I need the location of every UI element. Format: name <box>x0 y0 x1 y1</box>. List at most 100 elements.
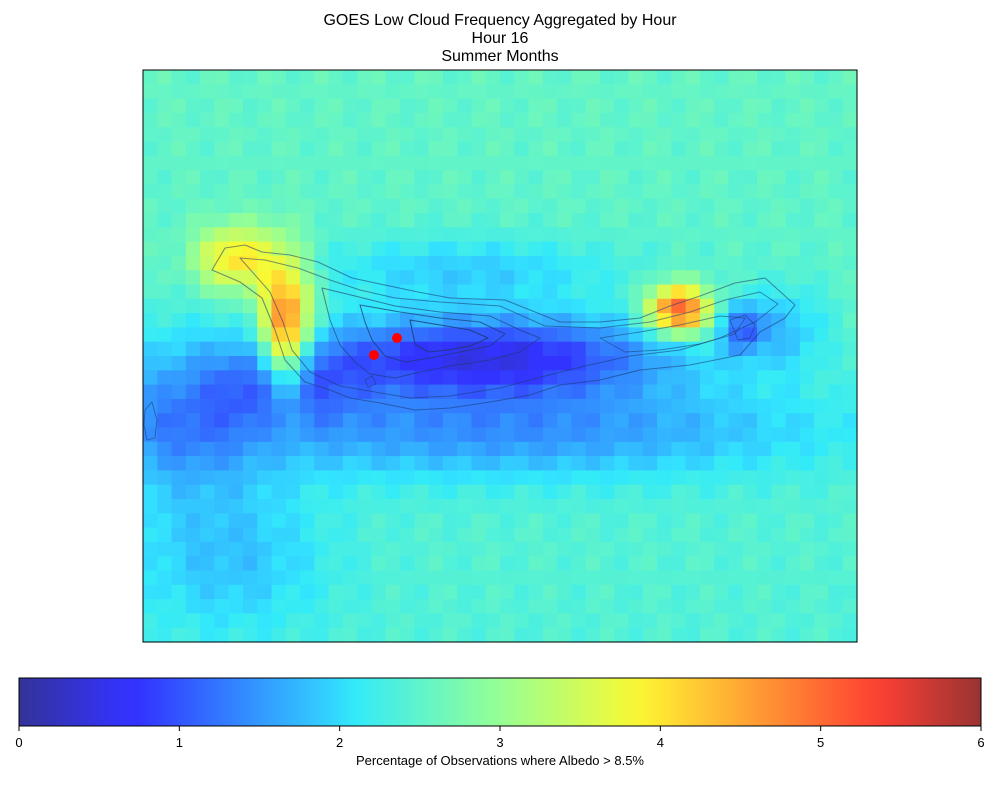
heatmap-cell <box>814 584 830 600</box>
heatmap-cell <box>757 356 772 371</box>
heatmap-cell <box>514 513 530 529</box>
heatmap-cell <box>785 613 801 629</box>
heatmap-cell <box>442 513 458 529</box>
heatmap-cell <box>585 627 601 643</box>
heatmap-cell <box>214 341 230 357</box>
heatmap-cell <box>171 484 187 500</box>
heatmap-cell <box>528 270 544 286</box>
heatmap-cell <box>371 141 387 157</box>
heatmap-cell <box>699 227 715 243</box>
heatmap-cell <box>585 584 601 600</box>
heatmap-cell <box>714 527 730 543</box>
heatmap-cell <box>757 255 772 271</box>
heatmap-cell <box>514 112 530 128</box>
heatmap-cell <box>185 255 201 271</box>
heatmap-cell <box>371 241 387 257</box>
heatmap-cell <box>571 613 587 629</box>
heatmap-cell <box>228 155 244 171</box>
heatmap-cell <box>185 384 201 400</box>
heatmap-cell <box>257 356 273 371</box>
heatmap-cell <box>742 556 758 572</box>
heatmap-cell <box>671 484 687 500</box>
heatmap-cell <box>785 441 801 457</box>
heatmap-cell <box>300 541 315 557</box>
heatmap-cell <box>471 98 487 114</box>
heatmap-cell <box>328 613 344 629</box>
heatmap-cell <box>271 427 287 443</box>
heatmap-cell <box>471 356 487 371</box>
heatmap-cell <box>628 370 644 386</box>
heatmap-cell <box>328 556 344 572</box>
heatmap-cell <box>342 141 358 157</box>
heatmap-cell <box>214 613 230 629</box>
heatmap-cell <box>799 427 815 443</box>
heatmap-cell <box>185 213 201 228</box>
heatmap-cell <box>728 599 744 614</box>
heatmap-cell <box>300 613 315 629</box>
heatmap-cell <box>328 84 344 100</box>
heatmap-cell <box>442 327 458 343</box>
heatmap-cell <box>771 513 787 529</box>
heatmap-cell <box>371 527 387 543</box>
heatmap-cell <box>171 499 187 514</box>
heatmap-cell <box>171 398 187 414</box>
heatmap-cell <box>614 484 630 500</box>
heatmap-cell <box>742 98 758 114</box>
heatmap-cell <box>628 127 644 143</box>
heatmap-cell <box>585 98 601 114</box>
heatmap-cell <box>842 227 858 243</box>
heatmap-cell <box>471 570 487 586</box>
heatmap-cell <box>242 356 258 371</box>
heatmap-cell <box>642 213 658 228</box>
heatmap-cell <box>785 184 801 200</box>
heatmap-cell <box>428 155 444 171</box>
heatmap-cell <box>271 413 287 429</box>
heatmap-cell <box>185 456 201 471</box>
heatmap-cell <box>257 98 273 114</box>
heatmap-cell <box>328 527 344 543</box>
heatmap-cell <box>442 527 458 543</box>
heatmap-cell <box>485 370 501 386</box>
heatmap-cell <box>728 570 744 586</box>
heatmap-cell <box>171 327 187 343</box>
heatmap-cell <box>371 170 387 185</box>
heatmap-cell <box>342 370 358 386</box>
heatmap-cell <box>500 413 515 429</box>
heatmap-cell <box>357 70 373 85</box>
heatmap-cell <box>271 470 287 486</box>
heatmap-cell <box>300 227 315 243</box>
heatmap-cell <box>699 141 715 157</box>
heatmap-cell <box>757 470 772 486</box>
heatmap-cell <box>671 155 687 171</box>
heatmap-cell <box>342 112 358 128</box>
heatmap-cell <box>285 599 301 614</box>
heatmap-cell <box>785 213 801 228</box>
heatmap-cell <box>642 613 658 629</box>
heatmap-cell <box>214 384 230 400</box>
heatmap-cell <box>485 341 501 357</box>
heatmap-cell <box>185 470 201 486</box>
heatmap-cell <box>285 84 301 100</box>
heatmap-cell <box>371 499 387 514</box>
heatmap-cell <box>414 570 430 586</box>
heatmap-cell <box>471 170 487 185</box>
heatmap-cell <box>771 313 787 328</box>
heatmap-cell <box>514 456 530 471</box>
heatmap-cell <box>228 284 244 300</box>
heatmap-cell <box>571 584 587 600</box>
heatmap-cell <box>400 441 415 457</box>
heatmap-cell <box>214 298 230 314</box>
heatmap-cell <box>842 413 858 429</box>
heatmap-cell <box>542 155 558 171</box>
heatmap-cell <box>814 241 830 257</box>
heatmap-cell <box>642 470 658 486</box>
heatmap-cell <box>400 613 415 629</box>
heatmap-cell <box>171 313 187 328</box>
heatmap-cell <box>214 84 230 100</box>
heatmap-cell <box>271 327 287 343</box>
heatmap-cell <box>557 227 572 243</box>
heatmap-cell <box>599 456 615 471</box>
heatmap-cell <box>714 98 730 114</box>
heatmap-cell <box>342 198 358 214</box>
heatmap-cell <box>271 527 287 543</box>
